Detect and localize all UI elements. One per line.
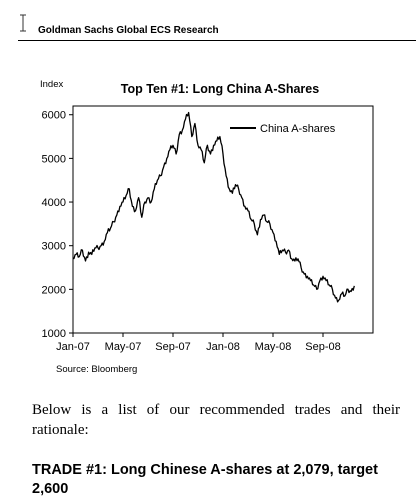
legend-label: China A-shares bbox=[260, 123, 336, 135]
line-chart: Top Ten #1: Long China A-Shares Index 10… bbox=[40, 79, 374, 375]
body-paragraph: Below is a list of our recommended trade… bbox=[32, 402, 400, 438]
x-tick-label: Jan-08 bbox=[206, 341, 240, 353]
legend: China A-shares bbox=[230, 123, 336, 135]
chart-container: Top Ten #1: Long China A-Shares Index 10… bbox=[0, 70, 416, 380]
chart-source: Source: Bloomberg bbox=[56, 364, 137, 375]
y-tick-label: 5000 bbox=[42, 153, 66, 165]
y-tick-label: 4000 bbox=[42, 197, 66, 209]
plot-area bbox=[72, 105, 374, 334]
header-divider bbox=[18, 40, 416, 41]
report-header: Goldman Sachs Global ECS Research bbox=[38, 25, 219, 36]
y-tick-label: 3000 bbox=[42, 241, 66, 253]
y-tick-label: 6000 bbox=[42, 110, 66, 122]
x-tick-label: May-07 bbox=[105, 341, 142, 353]
x-tick-label: Jan-07 bbox=[56, 341, 90, 353]
x-tick-label: Sep-07 bbox=[155, 341, 190, 353]
x-tick-label: May-08 bbox=[255, 341, 292, 353]
x-axis: Jan-07 May-07 Sep-07 Jan-08 May-08 Sep-08 bbox=[56, 333, 341, 353]
x-tick-label: Sep-08 bbox=[305, 341, 340, 353]
y-axis-label: Index bbox=[40, 79, 63, 90]
y-tick-label: 1000 bbox=[42, 328, 66, 340]
text-cursor-icon bbox=[20, 14, 26, 32]
y-tick-label: 2000 bbox=[42, 284, 66, 296]
y-axis: 1000 2000 3000 4000 5000 6000 bbox=[42, 110, 73, 340]
series-layer bbox=[72, 111, 355, 303]
series-line-china-a-shares bbox=[72, 111, 355, 303]
trade-heading: TRADE #1: Long Chinese A-shares at 2,079… bbox=[32, 462, 378, 497]
chart-title: Top Ten #1: Long China A-Shares bbox=[121, 82, 319, 96]
